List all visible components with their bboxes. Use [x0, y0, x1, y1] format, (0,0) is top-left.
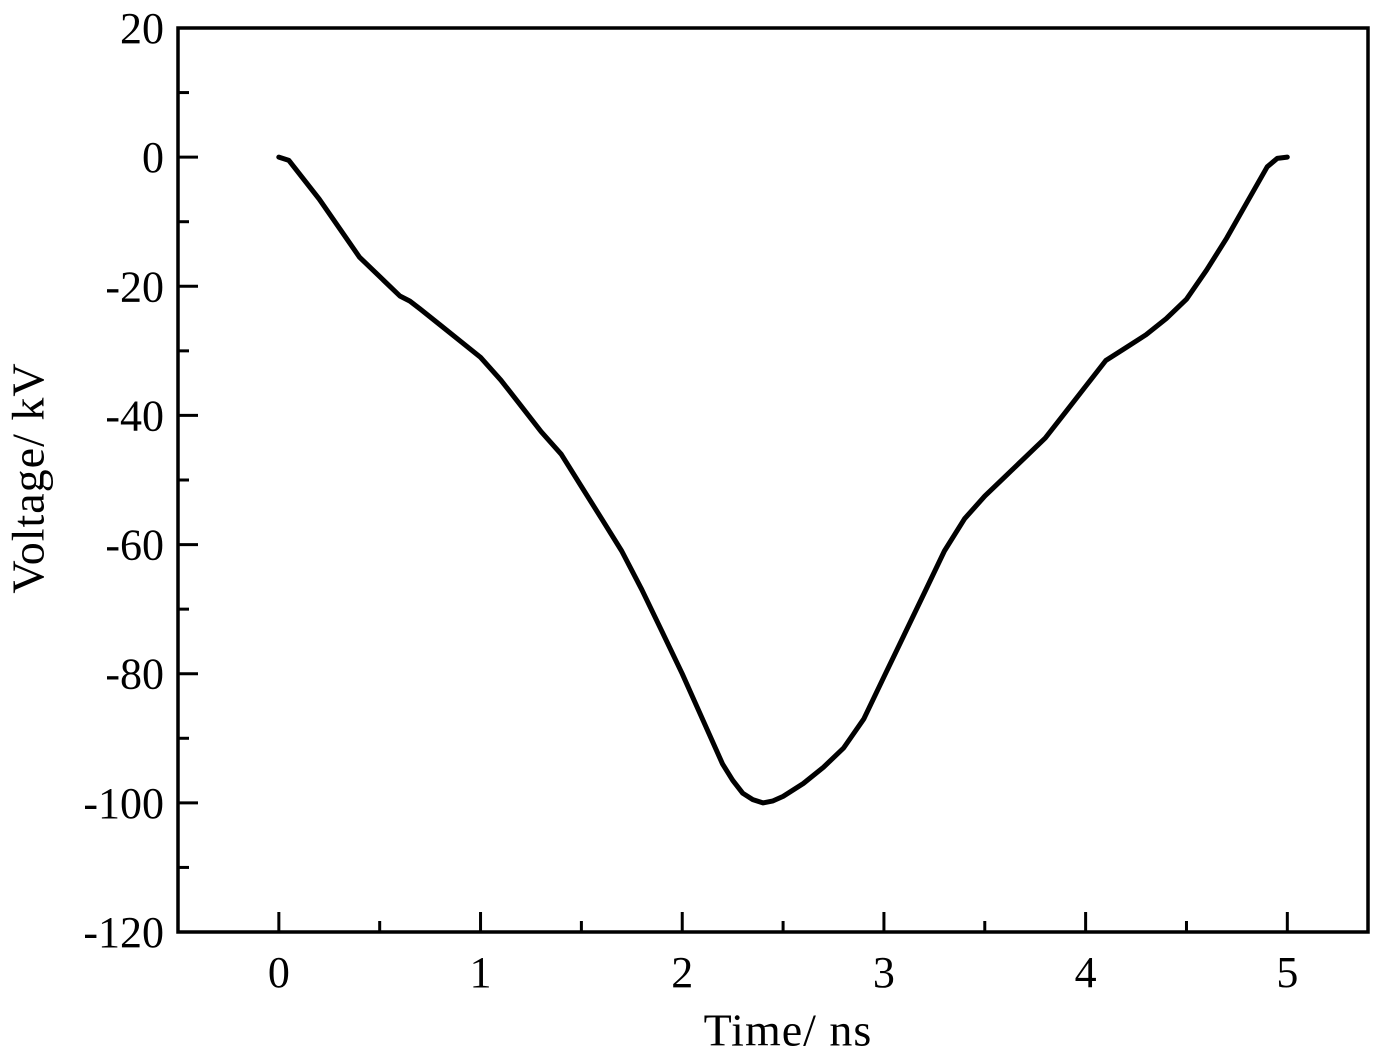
plot-border: [176, 26, 1370, 934]
voltage-curve: [276, 154, 1290, 806]
x-tick-label: 2: [671, 948, 693, 997]
y-tick-label: 0: [142, 133, 164, 182]
x-tick-label: 0: [268, 948, 290, 997]
y-tick-label: 20: [120, 4, 164, 53]
x-tick-label: 1: [470, 948, 492, 997]
y-tick-label: -120: [83, 908, 164, 957]
x-axis-title: Time/ ns: [703, 1004, 873, 1056]
y-tick-label: -100: [83, 779, 164, 828]
x-tick-label: 4: [1075, 948, 1097, 997]
y-tick-label: -40: [105, 391, 164, 440]
x-tick-label: 5: [1276, 948, 1298, 997]
y-tick-label: -20: [105, 262, 164, 311]
y-tick-label: -80: [105, 650, 164, 699]
y-axis-title: Voltage/ kV: [2, 362, 54, 594]
y-tick-label: -60: [105, 521, 164, 570]
x-tick-label: 3: [873, 948, 895, 997]
